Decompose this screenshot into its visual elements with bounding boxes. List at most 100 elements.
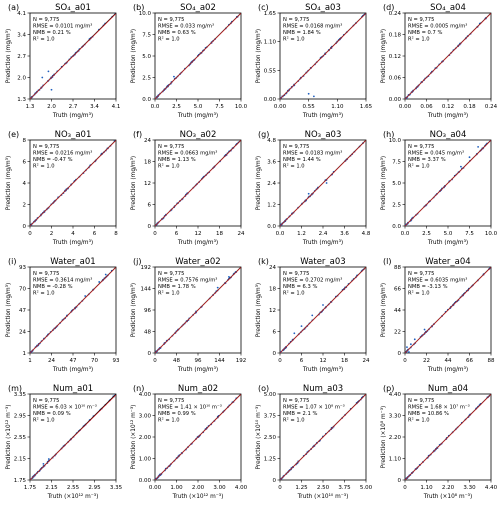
data-point bbox=[413, 338, 416, 341]
x-tick-label: 4.8 bbox=[362, 231, 371, 237]
stat-text: NMB = 1.84 % bbox=[283, 30, 321, 36]
y-tick-label: 24 bbox=[144, 138, 151, 144]
y-tick-label: 2.5 bbox=[142, 76, 151, 82]
y-tick-label: 1.10 bbox=[389, 457, 402, 463]
y-tick-label: 0.24 bbox=[389, 11, 402, 17]
y-tick-label: 8 bbox=[23, 138, 27, 144]
x-tick-label: 0.24 bbox=[485, 104, 498, 110]
plot-area bbox=[280, 140, 366, 226]
panel-b: (b) SO₄_a02 0.0 2.5 5.0 7.5 10.0 0.0 2.5 5.0 7.5 10… bbox=[130, 3, 248, 119]
regression-line bbox=[405, 140, 491, 226]
x-tick-label: 44 bbox=[445, 358, 452, 364]
regression-line bbox=[30, 140, 116, 226]
stat-text: NMB = 0.21 % bbox=[33, 30, 71, 36]
x-tick-label: 1.10 bbox=[331, 104, 344, 110]
x-axis-label: Truth (×10¹² m⁻³) bbox=[172, 493, 224, 500]
x-tick-label: 192 bbox=[236, 358, 247, 364]
panel-a: (a) SO₄_a01 1.3 2.0 2.7 3.4 4.1 1.3 2.0 2.7 3.4 4.1… bbox=[5, 3, 120, 119]
x-axis-label: Truth (mg/m³) bbox=[52, 239, 93, 246]
panel-title: NO₃_a03 bbox=[305, 130, 342, 140]
y-tick-label: 0.12 bbox=[389, 54, 401, 60]
y-tick-label: 3.00 bbox=[139, 414, 152, 420]
y-tick-label: 2.55 bbox=[14, 435, 27, 441]
y-tick-label: 0 bbox=[398, 478, 402, 484]
y-tick-label: 10.0 bbox=[389, 138, 402, 144]
stat-text: RMSE = 0.0183 mg/m³ bbox=[283, 151, 342, 157]
x-tick-label: 10.0 bbox=[485, 231, 498, 237]
y-tick-label: 2.5 bbox=[392, 203, 401, 209]
panel-label: (i) bbox=[8, 257, 16, 266]
y-tick-label: 6 bbox=[148, 203, 152, 209]
x-tick-label: 2.95 bbox=[88, 485, 101, 491]
data-point bbox=[311, 314, 314, 317]
stat-text: R² = 1.0 bbox=[283, 164, 305, 170]
plot-area bbox=[155, 267, 241, 353]
panel-title: SO₄_a04 bbox=[430, 3, 466, 13]
stat-text: NMB = -0.28 % bbox=[33, 284, 73, 290]
panel-label: (a) bbox=[8, 3, 19, 12]
y-tick-label: 0.0 bbox=[142, 97, 151, 103]
panel-title: Water_a01 bbox=[50, 257, 95, 267]
stat-text: RMSE = 1.41 × 10¹⁰ m⁻³ bbox=[158, 405, 222, 411]
stat-text: N = 9,775 bbox=[283, 17, 309, 23]
panel-title: NO₃_a02 bbox=[180, 130, 217, 140]
x-tick-label: 0.0 bbox=[401, 231, 410, 237]
y-tick-label: 1.3 bbox=[17, 97, 26, 103]
regression-line bbox=[30, 13, 116, 99]
y-tick-label: 48 bbox=[144, 330, 151, 336]
y-tick-label: 0 bbox=[148, 351, 152, 357]
panel-o: (o) Num_a03 0 1.25 2.50 3.75 5.00 0 1.25 2.50 3.75… bbox=[255, 384, 373, 500]
y-tick-label: 24 bbox=[19, 330, 26, 336]
stat-text: RMSE = 0.6035 mg/m³ bbox=[408, 278, 467, 284]
regression-line bbox=[30, 394, 116, 480]
y-axis-label: Prediction (mg/m³) bbox=[130, 283, 137, 337]
y-tick-label: 2.15 bbox=[14, 457, 27, 463]
y-tick-label: 12 bbox=[269, 308, 276, 314]
y-tick-label: 88 bbox=[394, 265, 401, 271]
y-tick-label: 7.5 bbox=[392, 160, 401, 166]
panel-label: (g) bbox=[258, 130, 269, 139]
y-tick-label: 0.55 bbox=[264, 68, 277, 74]
stat-text: RMSE = 0.0005 mg/m³ bbox=[408, 24, 467, 30]
x-tick-label: 93 bbox=[113, 358, 120, 364]
plot-area bbox=[280, 13, 366, 99]
x-tick-label: 3.75 bbox=[338, 485, 351, 491]
stat-text: N = 9,775 bbox=[158, 17, 184, 23]
y-tick-label: 192 bbox=[141, 265, 152, 271]
y-tick-label: 1.65 bbox=[264, 11, 277, 17]
stat-text: RMSE = 0.0101 mg/m³ bbox=[33, 24, 92, 30]
stat-text: N = 9,775 bbox=[33, 398, 59, 404]
plot-area bbox=[155, 13, 241, 99]
y-tick-label: 93 bbox=[19, 265, 26, 271]
x-tick-label: 0.00 bbox=[274, 104, 287, 110]
x-tick-label: 18 bbox=[341, 358, 348, 364]
stat-text: RMSE = 0.2702 mg/m³ bbox=[283, 278, 342, 284]
y-tick-label: 1.10 bbox=[264, 40, 277, 46]
stat-text: N = 9,775 bbox=[33, 271, 59, 277]
plot-area bbox=[280, 394, 366, 480]
y-tick-label: 0.00 bbox=[389, 97, 402, 103]
x-tick-label: 70 bbox=[91, 358, 98, 364]
data-point bbox=[307, 192, 310, 195]
stat-text: N = 9,775 bbox=[33, 17, 59, 23]
plot-area bbox=[30, 394, 116, 480]
regression-line bbox=[155, 394, 241, 480]
x-tick-label: 7.5 bbox=[465, 231, 474, 237]
x-tick-label: 24 bbox=[48, 358, 55, 364]
regression-line bbox=[280, 140, 366, 226]
x-axis-label: Truth (mg/m³) bbox=[302, 366, 343, 373]
regression-line bbox=[405, 394, 491, 480]
panel-title: Num_a04 bbox=[428, 384, 468, 394]
x-tick-label: 18 bbox=[216, 231, 223, 237]
y-tick-label: 6 bbox=[23, 160, 27, 166]
panel-i: (i) Water_a01 1 24 47 70 93 1 24 47 70 93 Truth (mg/… bbox=[5, 257, 120, 373]
data-point bbox=[216, 286, 219, 289]
x-tick-label: 1.75 bbox=[24, 485, 37, 491]
x-axis-label: Truth (mg/m³) bbox=[427, 366, 468, 373]
y-tick-label: 1.25 bbox=[264, 457, 277, 463]
stat-text: N = 9,775 bbox=[408, 17, 434, 23]
x-tick-label: 0.0 bbox=[276, 231, 285, 237]
x-tick-label: 5.0 bbox=[444, 231, 453, 237]
y-axis-label: Prediction (mg/m³) bbox=[380, 156, 387, 210]
stat-text: N = 9,775 bbox=[283, 144, 309, 150]
